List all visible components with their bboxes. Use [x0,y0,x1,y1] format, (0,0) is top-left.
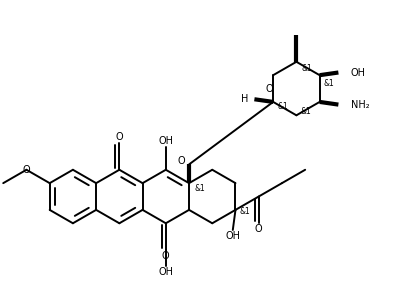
Text: OH: OH [158,136,173,146]
Text: NH₂: NH₂ [351,100,369,110]
Text: O: O [254,224,262,234]
Text: &1: &1 [239,207,249,216]
Text: OH: OH [225,231,240,241]
Text: OH: OH [349,67,364,77]
Text: &1: &1 [301,64,311,73]
Text: H: H [240,94,248,104]
Text: O: O [177,157,185,166]
Text: O: O [23,165,30,175]
Text: O: O [161,251,169,261]
Text: &1: &1 [276,102,287,111]
Text: OH: OH [158,267,173,277]
Text: O: O [115,132,123,142]
Text: O: O [265,84,272,93]
Text: &1: &1 [195,184,205,193]
Text: &1: &1 [300,107,310,116]
Text: &1: &1 [323,79,334,88]
